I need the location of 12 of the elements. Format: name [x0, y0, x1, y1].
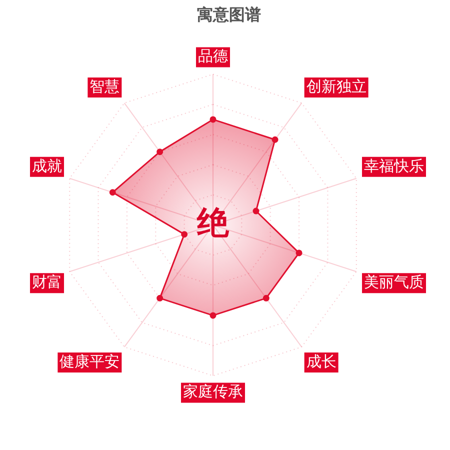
spoke-label: 成长: [306, 352, 336, 370]
spoke-label: 创新独立: [306, 77, 366, 96]
spoke-label: 幸福快乐: [364, 156, 424, 175]
spoke-label: 家庭传承: [183, 382, 243, 401]
text: 绝: [196, 203, 230, 242]
spoke-label: 成就: [32, 156, 62, 175]
spoke-label: 品德: [198, 47, 228, 66]
spoke-label: 健康平安: [60, 352, 120, 370]
spoke-label: 财富: [32, 272, 62, 291]
chart-title: 寓意图谱: [197, 4, 261, 24]
spoke-label: 智慧: [90, 77, 120, 96]
spoke-label: 美丽气质: [364, 272, 424, 291]
